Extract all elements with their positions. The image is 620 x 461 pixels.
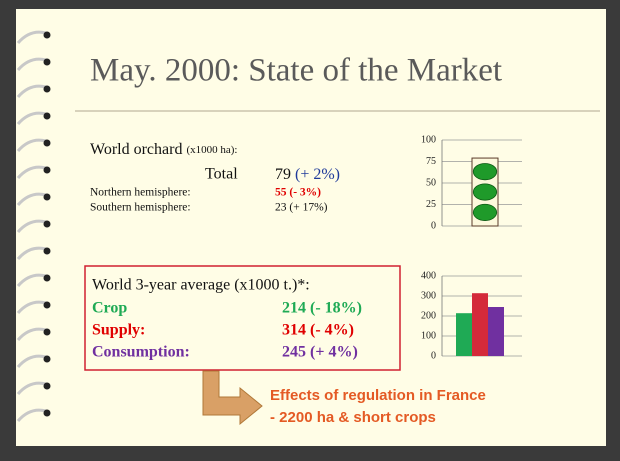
- row-value: 214 (- 18%): [282, 300, 362, 317]
- y-tick-label: 100: [421, 134, 436, 145]
- row-label: Northern hemisphere:: [90, 187, 191, 199]
- y-tick-label: 300: [421, 290, 436, 301]
- spiral-ring: [16, 246, 47, 261]
- orchard-unit: (x1000 ha):: [186, 144, 237, 156]
- spiral-hole: [43, 139, 51, 147]
- total-change: (+ 2%): [295, 166, 340, 183]
- spiral-ring: [16, 381, 47, 396]
- total-row: 79 (+ 2%): [275, 166, 340, 183]
- light: [472, 163, 498, 181]
- row-value: 314 (- 4%): [282, 322, 354, 339]
- spiral-hole: [43, 247, 51, 255]
- y-tick-label: 0: [431, 220, 436, 231]
- spiral-hole: [43, 193, 51, 201]
- total-value: 79: [275, 166, 291, 183]
- y-tick-label: 25: [426, 199, 436, 210]
- charts: 0 25 50 75 100 0 100 200 300 400: [421, 134, 522, 361]
- spiral-ring: [16, 165, 47, 180]
- spiral-hole: [43, 382, 51, 390]
- spiral-hole: [43, 274, 51, 282]
- slide-background: [16, 9, 606, 446]
- callout-arrow: [202, 370, 263, 426]
- spiral-hole: [43, 328, 51, 336]
- spiral-ring: [16, 57, 47, 72]
- total-label: Total: [205, 166, 238, 183]
- light: [472, 203, 498, 221]
- spiral-hole: [43, 85, 51, 93]
- spiral-ring: [16, 111, 47, 126]
- bar: [472, 293, 488, 356]
- light: [472, 183, 498, 201]
- spiral-ring: [16, 138, 47, 153]
- spiral-ring: [16, 354, 47, 369]
- row-value: 55 (- 3%): [275, 187, 321, 199]
- spiral-hole: [43, 58, 51, 66]
- spiral-hole: [43, 112, 51, 120]
- spiral-ring: [16, 192, 47, 207]
- average-label: World 3-year average (x1000 t.)*:: [92, 277, 310, 294]
- y-tick-label: 50: [426, 177, 436, 188]
- row-value: 23 (+ 17%): [275, 202, 328, 214]
- spiral-hole: [43, 301, 51, 309]
- spiral-binding: [16, 30, 51, 423]
- spiral-hole: [43, 166, 51, 174]
- row-label: Supply:: [92, 322, 145, 339]
- row-label: Crop: [92, 300, 127, 317]
- spiral-hole: [43, 355, 51, 363]
- y-tick-label: 200: [421, 310, 436, 321]
- spiral-ring: [16, 84, 47, 99]
- row-value: 245 (+ 4%): [282, 344, 358, 361]
- callout-line: Effects of regulation in France: [270, 387, 486, 404]
- spiral-ring: [16, 327, 47, 342]
- bar: [488, 307, 504, 356]
- spiral-hole: [43, 409, 51, 417]
- spiral-ring: [16, 219, 47, 234]
- y-tick-label: 75: [426, 156, 436, 167]
- spiral-ring: [16, 408, 47, 423]
- bar: [456, 313, 472, 356]
- row-label: Southern hemisphere:: [90, 202, 191, 214]
- y-tick-label: 100: [421, 330, 436, 341]
- average-box: [84, 265, 401, 371]
- orchard-label-text: World orchard: [90, 141, 182, 158]
- spiral-hole: [43, 31, 51, 39]
- row-label: Consumption:: [92, 344, 190, 361]
- callout-line: - 2200 ha & short crops: [270, 409, 436, 426]
- spiral-ring: [16, 273, 47, 288]
- spiral-hole: [43, 220, 51, 228]
- spiral-ring: [16, 30, 47, 45]
- y-tick-label: 0: [431, 350, 436, 361]
- slide-title: May. 2000: State of the Market: [90, 53, 502, 89]
- spiral-ring: [16, 300, 47, 315]
- orchard-label: World orchard (x1000 ha):: [90, 141, 237, 158]
- y-tick-label: 400: [421, 270, 436, 281]
